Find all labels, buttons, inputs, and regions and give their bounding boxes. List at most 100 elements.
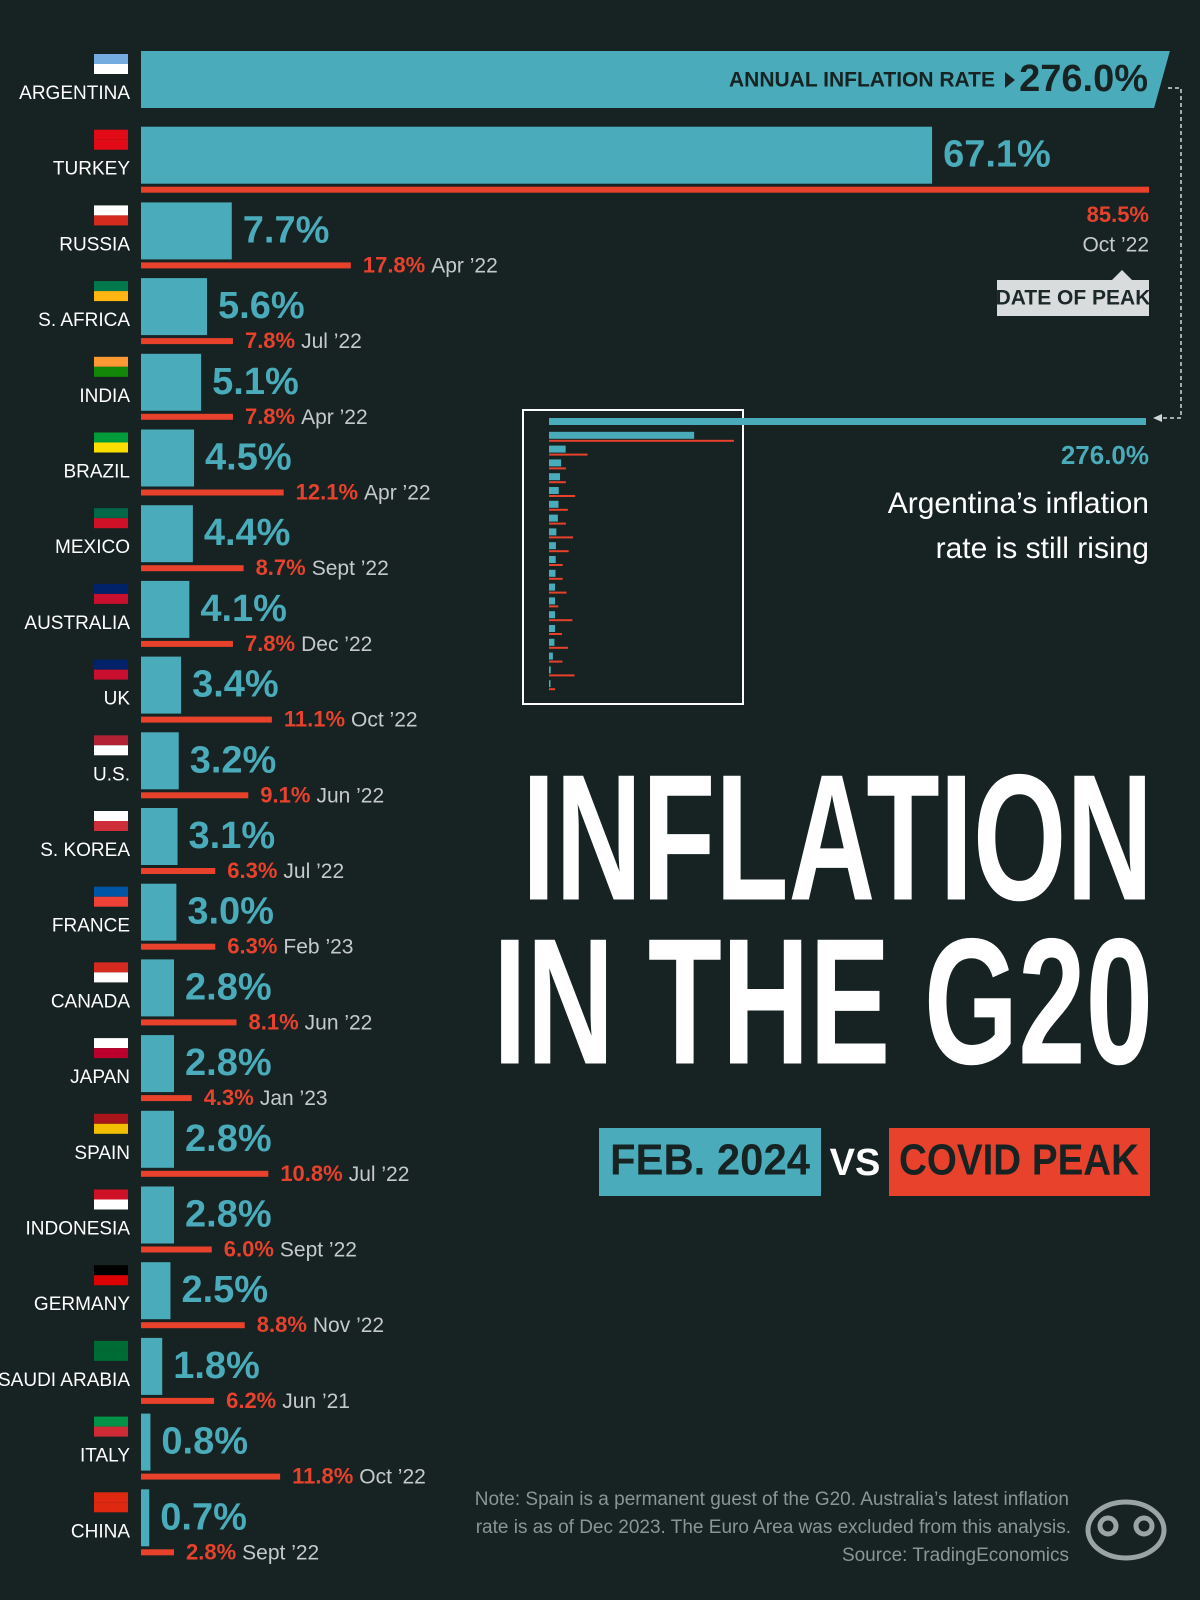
peak-value-label: 10.8% — [280, 1161, 342, 1186]
value-label: 2.8% — [185, 1194, 272, 1236]
inset-bar — [549, 611, 556, 619]
peak-date: Jun ’21 — [282, 1389, 350, 1412]
inset-bar — [549, 473, 561, 481]
flag — [94, 1123, 128, 1134]
peak-date: Apr ’22 — [364, 481, 431, 504]
category-label: AUSTRALIA — [24, 613, 130, 634]
inset-bar — [549, 652, 553, 660]
peak-value-label: 2.8% — [186, 1539, 236, 1564]
peak-value-label: 85.5% — [1087, 202, 1149, 227]
category-label: SPAIN — [74, 1143, 130, 1164]
bar — [141, 640, 233, 647]
inset-value-label: 276.0% — [1061, 440, 1149, 470]
annotation: rate is still rising — [936, 532, 1149, 565]
peak-label: 17.8% Apr ’22 — [363, 252, 498, 277]
value-label: 2.8% — [185, 1042, 272, 1084]
peak-value-label: 6.2% — [226, 1388, 276, 1413]
peak-value-label: 12.1% — [296, 479, 358, 504]
inset-bar — [549, 495, 576, 497]
flag — [94, 205, 128, 216]
note: rate is as of Dec 2023. The Euro Area wa… — [476, 1517, 1071, 1538]
bar — [141, 1246, 212, 1253]
pointer — [1005, 72, 1015, 88]
category-label: INDIA — [79, 386, 130, 407]
bar — [141, 353, 202, 411]
connector — [1162, 87, 1182, 419]
peak-value-label: 6.3% — [227, 934, 277, 959]
bar — [141, 1019, 237, 1026]
inset-bar — [549, 556, 556, 563]
flag — [94, 366, 128, 377]
peak-value-label: 7.8% — [245, 404, 295, 429]
peak-value-label: 8.8% — [257, 1312, 307, 1337]
legend-label: COVID PEAK — [899, 1136, 1139, 1185]
bar — [141, 1186, 175, 1244]
flag — [94, 281, 128, 292]
bar — [141, 1397, 215, 1404]
connector-arrow — [1153, 414, 1162, 422]
flag — [94, 1048, 128, 1059]
category-label: S. AFRICA — [38, 310, 130, 331]
inset-bar — [549, 619, 573, 622]
inset-bar — [549, 660, 563, 663]
peak-date: Jul ’22 — [301, 330, 362, 353]
peak-date: Feb ’23 — [283, 935, 353, 958]
bar — [141, 278, 208, 336]
peak-date: Jul ’22 — [283, 860, 344, 883]
inset-bar — [549, 481, 566, 484]
bar — [141, 959, 175, 1017]
value-label: 4.5% — [205, 437, 292, 479]
bar — [141, 1095, 192, 1102]
inset-bar — [549, 674, 575, 677]
inset-bar — [549, 487, 559, 494]
category-label: CANADA — [51, 991, 131, 1012]
bar — [141, 1413, 151, 1471]
peak-label: 7.8% Dec ’22 — [245, 631, 372, 656]
bar — [141, 1337, 163, 1395]
peak-label: 6.2% Jun ’21 — [226, 1388, 350, 1413]
value-label: 2.5% — [181, 1269, 268, 1311]
note: Note: Spain is a permanent guest of the … — [475, 1489, 1069, 1510]
peak-value-label: 11.8% — [292, 1463, 353, 1488]
value-label: 5.1% — [212, 361, 299, 403]
value-label: 4.1% — [200, 588, 287, 630]
flag — [94, 962, 128, 973]
inset-bar — [549, 467, 566, 470]
flag — [94, 1113, 128, 1124]
peak-date: Jul ’22 — [349, 1162, 410, 1185]
legend-swatch — [599, 1128, 821, 1196]
peak-label: 11.1% Oct ’22 — [284, 706, 418, 731]
logo — [1085, 1499, 1167, 1561]
value-label: 67.1% — [943, 134, 1051, 176]
bar — [141, 489, 284, 496]
category-label: ARGENTINA — [19, 83, 130, 104]
inset-bar — [549, 577, 563, 580]
flag — [94, 129, 128, 140]
flag — [94, 735, 128, 746]
flag — [94, 1275, 128, 1286]
flag — [94, 821, 128, 831]
peak-label: 8.7% Sept ’22 — [256, 555, 389, 580]
peak-date: Jun ’22 — [316, 784, 384, 807]
bar — [141, 1473, 281, 1480]
peak-date: Oct ’22 — [1082, 234, 1149, 257]
flag — [94, 139, 128, 150]
flag — [94, 811, 128, 821]
category-label: S. KOREA — [40, 840, 130, 861]
peak-label: 2.8% Sept ’22 — [186, 1539, 319, 1564]
peak-value-label: 11.1% — [284, 706, 345, 731]
legend-separator: VS — [830, 1142, 881, 1184]
bar — [141, 1170, 269, 1177]
bar — [141, 338, 233, 345]
flag — [94, 1038, 128, 1049]
flag — [94, 1416, 128, 1427]
inset-bar — [549, 666, 551, 674]
flag — [94, 593, 128, 604]
peak-label: 8.1% Jun ’22 — [248, 1009, 372, 1034]
peak-label: 8.8% Nov ’22 — [257, 1312, 384, 1337]
bar — [141, 429, 195, 487]
flag — [94, 972, 128, 983]
flag — [94, 508, 128, 519]
